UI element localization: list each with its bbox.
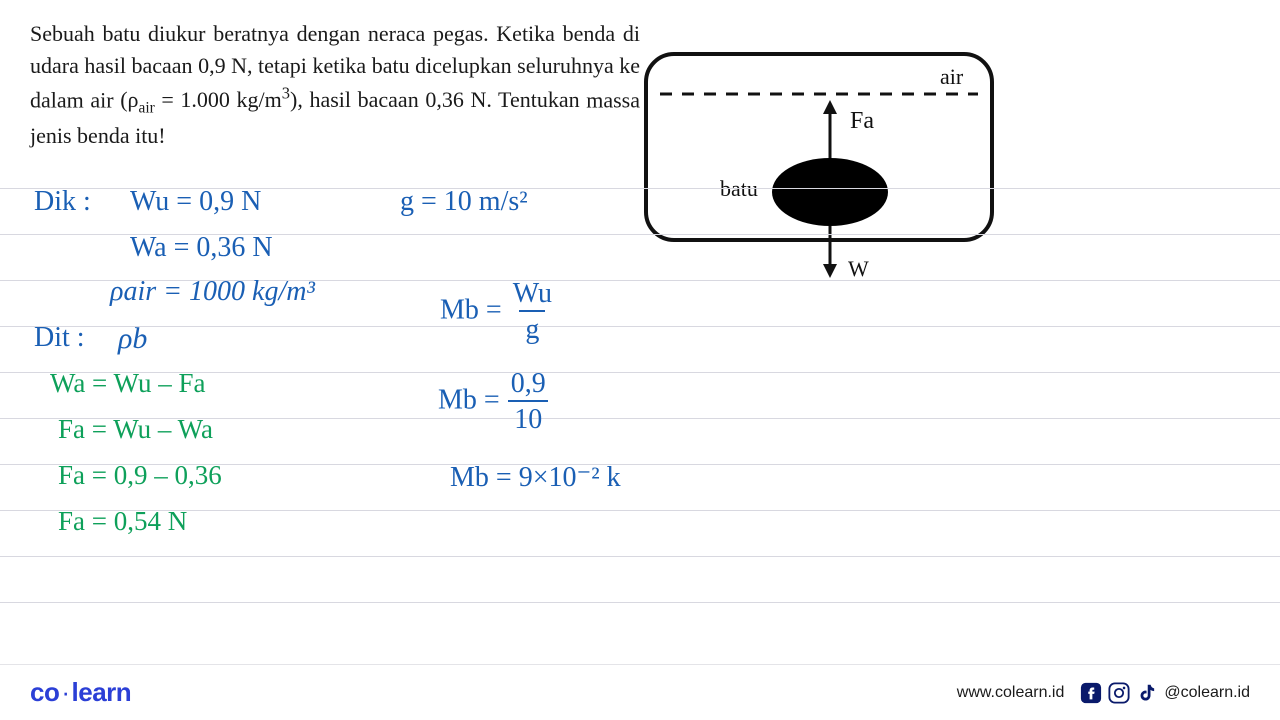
problem-statement: Sebuah batu diukur beratnya dengan nerac… [30,18,640,152]
problem-line-rho: (ρair = 1.000 kg/m3), hasil bacaan 0,36 … [120,87,586,112]
facebook-icon [1080,682,1102,704]
free-body-diagram: air Fa batu W [640,48,1000,288]
given-rho-air: ρair = 1000 kg/m³ [110,276,315,308]
eq-fa3: Fa = 0,54 N [58,506,187,537]
dit-value: ρb [118,322,147,356]
mb-eq1: Mb = Wu g [440,280,556,344]
tiktok-icon [1136,682,1158,704]
eq-fa1: Fa = Wu – Wa [58,414,213,445]
footer: co·learn www.colearn.id @colearn.id [0,664,1280,720]
dit-label: Dit : [34,322,85,354]
label-air: air [940,64,964,89]
problem-line: Sebuah batu diukur beratnya dengan nerac… [30,21,489,46]
footer-handle: @colearn.id [1164,684,1250,702]
given-wa: Wa = 0,36 N [130,232,273,264]
eq-fa2: Fa = 0,9 – 0,36 [58,460,222,491]
dik-label: Dik : [34,186,91,218]
eq-wa: Wa = Wu – Fa [50,368,205,399]
given-g: g = 10 m/s² [400,186,528,218]
social-icons: @colearn.id [1080,682,1250,704]
mb-eq2: Mb = 0,9 10 [438,370,550,434]
mb-eq3: Mb = 9×10⁻² k [450,460,621,494]
label-w: W [848,256,869,281]
logo: co·learn [30,677,131,708]
instagram-icon [1108,682,1130,704]
footer-url: www.colearn.id [957,684,1065,702]
label-fa: Fa [850,108,874,134]
given-wu: Wu = 0,9 N [130,186,261,218]
